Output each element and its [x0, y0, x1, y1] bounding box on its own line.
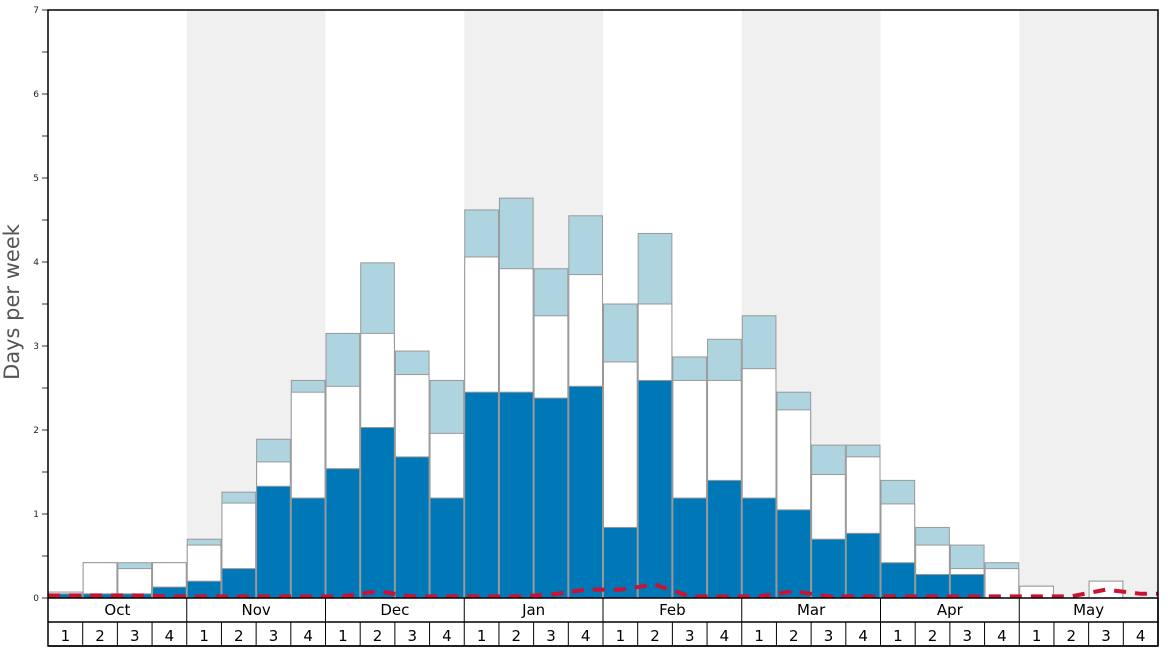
week-label: 3	[269, 627, 279, 645]
bar-dark	[360, 426, 395, 599]
week-label: 4	[581, 627, 591, 645]
week-label: 4	[165, 627, 175, 645]
bar-dark	[741, 497, 777, 599]
month-label: Mar	[797, 601, 826, 619]
bar-dark	[811, 538, 846, 599]
week-label: 1	[199, 627, 209, 645]
week-label: 3	[407, 627, 417, 645]
month-label: Apr	[937, 601, 964, 619]
week-label: 3	[1101, 627, 1111, 645]
bar-dark	[464, 391, 499, 599]
y-tick-label: 0	[33, 594, 39, 604]
week-label: 1	[61, 627, 71, 645]
bar-dark	[498, 391, 534, 599]
week-label: 2	[512, 627, 522, 645]
y-tick-label: 5	[33, 174, 39, 184]
month-label: Nov	[241, 601, 270, 619]
bar-dark	[568, 385, 603, 599]
week-label: 1	[616, 627, 626, 645]
y-tick-label: 4	[33, 258, 39, 268]
week-label: 2	[928, 627, 938, 645]
week-label: 2	[373, 627, 383, 645]
week-label: 2	[650, 627, 660, 645]
week-label: 2	[1067, 627, 1077, 645]
y-tick-label: 2	[33, 426, 39, 436]
bar-dark	[394, 456, 430, 599]
bar-dark	[776, 509, 812, 599]
bar-dark	[290, 497, 326, 599]
bar-dark	[429, 497, 465, 599]
bar-white	[82, 562, 118, 599]
week-label: 1	[1032, 627, 1042, 645]
week-label: 2	[95, 627, 105, 645]
y-tick-label: 3	[33, 342, 39, 352]
dashed-line	[48, 582, 1158, 599]
week-label: 1	[477, 627, 487, 645]
week-label: 3	[130, 627, 140, 645]
month-label: Oct	[104, 601, 130, 619]
week-label: 3	[962, 627, 972, 645]
week-label: 2	[234, 627, 244, 645]
bar-dark	[672, 497, 708, 599]
week-label: 1	[893, 627, 903, 645]
y-tick-label: 6	[33, 90, 39, 100]
week-label: 4	[1136, 627, 1146, 645]
week-label: 3	[824, 627, 834, 645]
week-label: 3	[546, 627, 556, 645]
y-axis-label: Days per week	[0, 224, 24, 380]
week-label: 4	[720, 627, 730, 645]
bar-dark	[637, 379, 673, 599]
y-tick-label: 1	[33, 510, 39, 520]
bar-dark	[707, 479, 742, 599]
week-label: 4	[442, 627, 452, 645]
week-label: 1	[754, 627, 764, 645]
bar-white	[117, 568, 153, 599]
month-shade-may	[1019, 10, 1158, 598]
bar-dark	[325, 468, 361, 599]
bar-dark	[845, 532, 881, 599]
week-label: 3	[685, 627, 695, 645]
week-label: 1	[338, 627, 348, 645]
bar-dark	[256, 485, 291, 599]
bar-dark	[221, 568, 257, 599]
bar-dark	[533, 397, 569, 599]
month-label: Jan	[521, 601, 545, 619]
y-tick-label: 7	[33, 6, 39, 16]
month-label: May	[1073, 601, 1104, 619]
week-label: 4	[858, 627, 868, 645]
bar-white	[984, 568, 1020, 599]
month-label: Feb	[659, 601, 686, 619]
week-label: 2	[789, 627, 799, 645]
bar-dark	[880, 562, 916, 599]
month-label: Dec	[380, 601, 409, 619]
bar-dark	[603, 526, 638, 599]
week-label: 4	[303, 627, 313, 645]
plot-frame	[47, 9, 1159, 647]
week-label: 4	[997, 627, 1007, 645]
